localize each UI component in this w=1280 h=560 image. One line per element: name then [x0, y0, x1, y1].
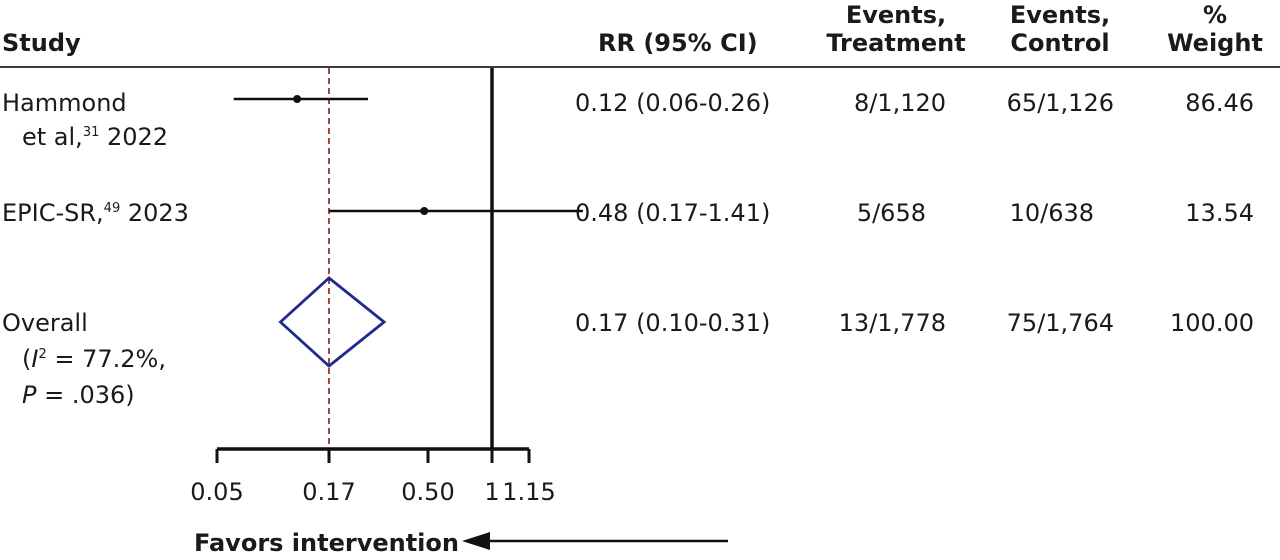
point-estimate-marker: [293, 95, 302, 103]
heterogeneity-p-value: P = .036): [22, 381, 135, 409]
header-events-treatment-line1: Events,: [845, 1, 947, 29]
events-control-overall: 75/1,764: [1006, 309, 1114, 337]
header-rr-ci: RR (95% CI): [598, 29, 758, 57]
events-control-epic-sr: 10/638: [1009, 199, 1094, 227]
header-weight-line2: Weight: [1167, 29, 1263, 57]
reference-superscript: 31: [82, 125, 100, 140]
x-axis-tick-label: 0.05: [190, 478, 243, 506]
rr-ci-overall: 0.17 (0.10-0.31): [575, 309, 771, 337]
header-events-treatment-line2: Treatment: [826, 29, 966, 57]
events-control-hammond: 65/1,126: [1006, 89, 1114, 117]
x-axis-tick-label: 1: [484, 478, 499, 506]
events-treatment-epic-sr: 5/658: [856, 199, 926, 227]
header-events-control-line1: Events,: [1009, 1, 1111, 29]
favors-arrow-head: [462, 532, 490, 550]
weight-overall: 100.00: [1170, 309, 1254, 337]
weight-hammond: 86.46: [1185, 89, 1254, 117]
header-weight-line1: %: [1202, 1, 1228, 29]
header-study: Study: [2, 29, 81, 57]
study-label-hammond: Hammond: [2, 89, 127, 117]
events-treatment-hammond: 8/1,120: [853, 89, 946, 117]
heterogeneity-i2: (I2 = 77.2%,: [22, 345, 166, 373]
rr-ci-epic-sr: 0.48 (0.17-1.41): [575, 199, 771, 227]
favors-intervention-label: Favors intervention: [194, 529, 459, 557]
rr-ci-hammond: 0.12 (0.06-0.26): [575, 89, 771, 117]
study-label-hammond-line2: et al,31 2022: [22, 123, 169, 151]
overall-effect-diamond: [278, 276, 387, 368]
reference-superscript: 49: [103, 201, 121, 216]
weight-epic-sr: 13.54: [1185, 199, 1254, 227]
overall-label: Overall: [2, 309, 88, 337]
x-axis-tick-label: 0.50: [401, 478, 454, 506]
study-label-epic-sr: EPIC-SR,49 2023: [2, 199, 189, 227]
events-treatment-overall: 13/1,778: [838, 309, 946, 337]
x-axis-tick-label: 0.17: [302, 478, 355, 506]
point-estimate-marker: [420, 207, 429, 215]
x-axis-tick-label: 1.15: [502, 478, 555, 506]
header-divider: [0, 66, 1280, 68]
header-events-control-line2: Control: [1010, 29, 1110, 57]
